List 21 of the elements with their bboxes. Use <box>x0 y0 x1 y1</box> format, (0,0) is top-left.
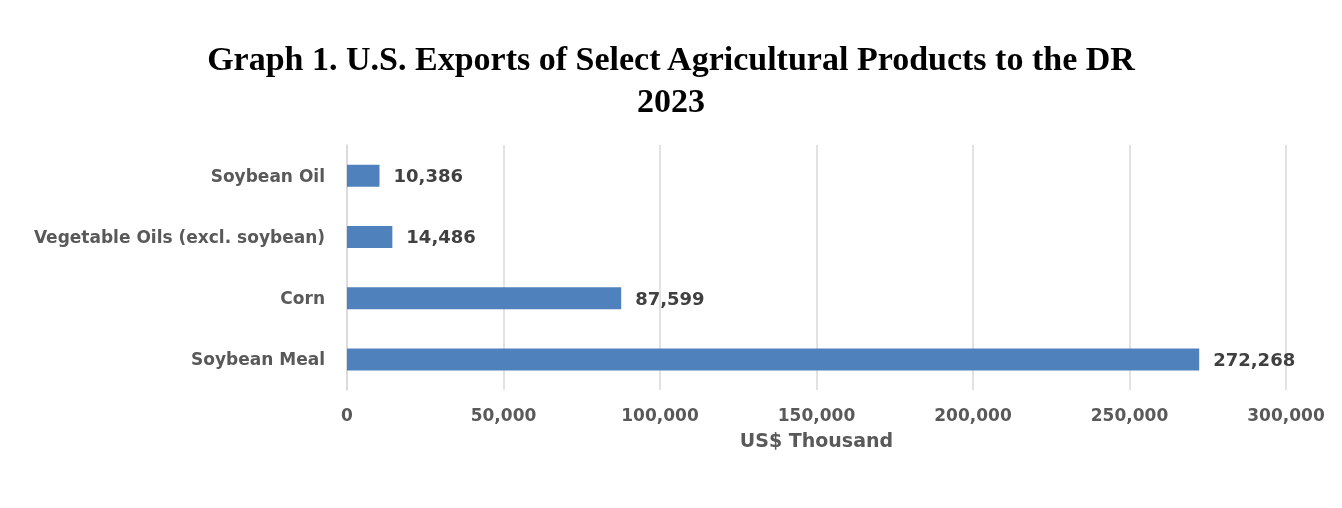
data-label: 87,599 <box>635 287 705 309</box>
data-label: 272,268 <box>1213 348 1296 370</box>
x-tick-label: 200,000 <box>934 404 1012 425</box>
y-tick-label: Corn <box>280 288 325 309</box>
bar <box>347 225 393 248</box>
x-tick-label: 0 <box>341 404 354 425</box>
y-tick-label: Vegetable Oils (excl. soybean) <box>33 226 325 247</box>
x-tick-label: 150,000 <box>777 404 856 425</box>
y-tick-label: Soybean Oil <box>210 165 325 186</box>
bar <box>347 287 622 310</box>
bar <box>347 164 380 187</box>
x-tick-label: 50,000 <box>470 404 537 425</box>
bar <box>347 348 1200 371</box>
x-tick-label: 250,000 <box>1090 404 1169 425</box>
x-tick-label: 300,000 <box>1247 404 1325 425</box>
x-axis-title: US$ Thousand <box>739 428 894 451</box>
data-label: 10,386 <box>393 165 463 187</box>
data-label: 14,486 <box>406 226 476 248</box>
chart-title: Graph 1. U.S. Exports of Select Agricultural Products to the DR 2023 <box>207 39 1136 119</box>
x-tick-label: 100,000 <box>621 404 699 425</box>
y-tick-label: Soybean Meal <box>191 349 325 370</box>
